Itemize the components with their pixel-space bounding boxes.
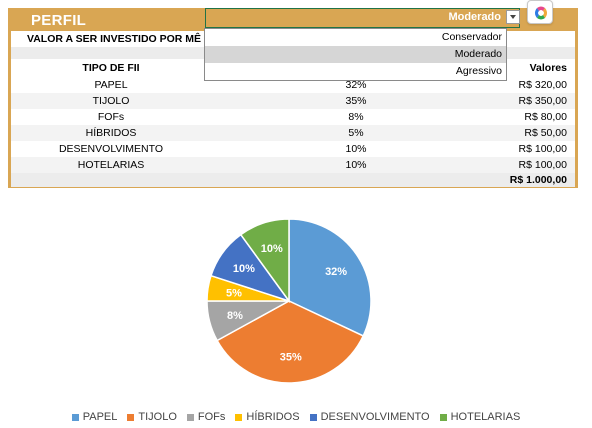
cell-pct: 10% <box>345 159 367 171</box>
pie-chart: 32% 35% 8% 5% 10% 10% <box>206 218 372 384</box>
table-row[interactable]: HOTELARIAS 10% R$ 100,00 <box>11 157 575 173</box>
pie-data-label: 5% <box>226 287 242 299</box>
cell-pct: 35% <box>345 95 367 107</box>
pie-slice-hotelarias <box>239 218 290 304</box>
legend-label: TIJOLO <box>138 411 177 423</box>
dropdown-option-conservador[interactable]: Conservador <box>205 29 506 46</box>
cell-name: FOFs <box>97 111 125 123</box>
table-row[interactable]: TIJOLO 35% R$ 350,00 <box>11 93 575 109</box>
dropdown-selected-value: Moderado <box>448 11 501 23</box>
cell-pct: 32% <box>345 79 367 91</box>
invest-label: VALOR A SER INVESTIDO POR MÊ <box>27 33 202 45</box>
legend-label: HÍBRIDOS <box>246 411 300 423</box>
option-label: Agressivo <box>455 65 502 77</box>
cell-name: PAPEL <box>94 79 128 91</box>
legend-item: HOTELARIAS <box>439 409 521 425</box>
legend-item: HÍBRIDOS <box>235 409 300 425</box>
cell-name: TIJOLO <box>92 95 130 107</box>
chart-legend: PAPEL TIJOLO FOFs HÍBRIDOS DESENVOLVIMENTO HO… <box>0 409 592 425</box>
dropdown-option-agressivo[interactable]: Agressivo <box>205 63 506 80</box>
cell-name: HÍBRIDOS <box>85 127 137 139</box>
cell-value: R$ 50,00 <box>524 127 567 139</box>
legend-swatch <box>71 413 79 421</box>
legend-item: TIJOLO <box>127 409 177 425</box>
cell-value: R$ 80,00 <box>524 111 567 123</box>
pie-slice-tijolo <box>216 300 365 384</box>
copilot-icon <box>535 6 547 20</box>
legend-swatch <box>439 413 447 421</box>
header-valores: Valores <box>529 62 567 74</box>
cell-pct: 8% <box>348 111 364 123</box>
cell-pct: 10% <box>345 143 367 155</box>
dropdown-option-moderado[interactable]: Moderado <box>205 46 506 63</box>
perfil-dropdown[interactable]: Moderado <box>205 8 520 28</box>
legend-swatch <box>127 413 135 421</box>
total-value: R$ 1.000,00 <box>509 174 567 186</box>
panel-title: PERFIL <box>31 12 87 29</box>
pie-data-label: 32% <box>325 266 347 278</box>
option-label: Moderado <box>454 48 502 60</box>
header-tipo-fii: TIPO DE FII <box>82 62 140 74</box>
dropdown-list: Conservador Moderado Agressivo <box>204 28 507 81</box>
pie-data-label: 10% <box>261 243 283 255</box>
chevron-down-icon[interactable] <box>506 10 520 24</box>
cell-value: R$ 100,00 <box>518 159 567 171</box>
legend-label: DESENVOLVIMENTO <box>320 411 430 423</box>
legend-swatch <box>186 413 194 421</box>
table-row[interactable]: PAPEL 32% R$ 320,00 <box>11 77 575 93</box>
cell-value: R$ 350,00 <box>518 95 567 107</box>
copilot-button[interactable] <box>527 0 553 24</box>
pie-slice-papel <box>288 218 372 337</box>
total-row[interactable]: R$ 1.000,00 <box>11 173 575 187</box>
option-label: Conservador <box>441 31 502 43</box>
legend-label: PAPEL <box>82 411 118 423</box>
cell-name: HOTELARIAS <box>77 159 145 171</box>
legend-swatch <box>309 413 317 421</box>
legend-swatch <box>235 413 243 421</box>
cell-value: R$ 100,00 <box>518 143 567 155</box>
pie-data-label: 8% <box>227 310 243 322</box>
legend-item: PAPEL <box>71 409 118 425</box>
table-row[interactable]: HÍBRIDOS 5% R$ 50,00 <box>11 125 575 141</box>
data-rows: PAPEL 32% R$ 320,00 TIJOLO 35% R$ 350,00… <box>11 77 575 173</box>
pie-data-label: 10% <box>233 263 255 275</box>
table-row[interactable]: DESENVOLVIMENTO 10% R$ 100,00 <box>11 141 575 157</box>
legend-item: DESENVOLVIMENTO <box>309 409 430 425</box>
cell-value: R$ 320,00 <box>518 79 567 91</box>
pie-data-label: 35% <box>280 352 302 364</box>
cell-pct: 5% <box>348 127 364 139</box>
legend-item: FOFs <box>186 409 226 425</box>
table-row[interactable]: FOFs 8% R$ 80,00 <box>11 109 575 125</box>
cell-name: DESENVOLVIMENTO <box>58 143 164 155</box>
legend-label: HOTELARIAS <box>450 411 521 423</box>
legend-label: FOFs <box>197 411 226 423</box>
